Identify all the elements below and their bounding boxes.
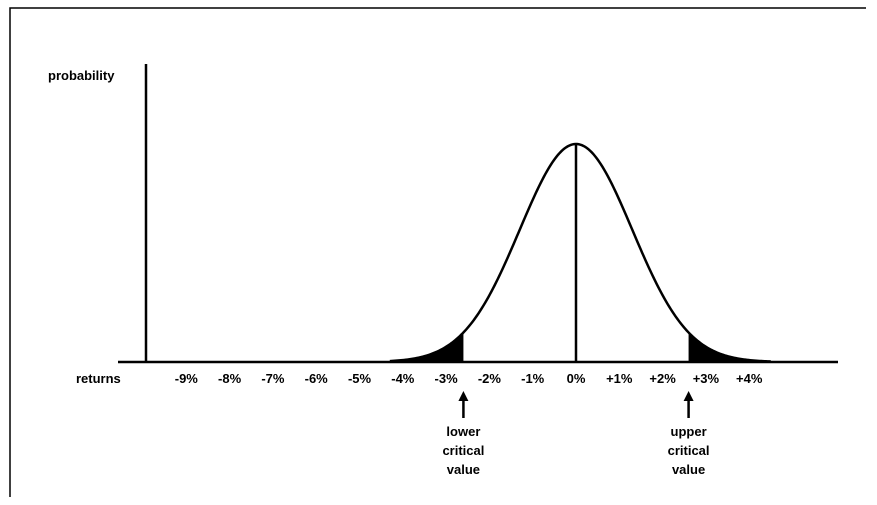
x-tick-label: -1% xyxy=(521,371,545,386)
x-axis-label: returns xyxy=(76,371,121,386)
up-arrow-icon xyxy=(683,391,694,401)
x-tick-label: -7% xyxy=(261,371,285,386)
upper-critical-value-annotation: upper critical value xyxy=(668,391,710,477)
x-tick-label: -2% xyxy=(478,371,502,386)
x-tick-label: +4% xyxy=(736,371,763,386)
x-tick-label: +3% xyxy=(693,371,720,386)
x-tick-labels: -9% -8% -7% -6% -5% -4% -3% -2% -1% 0% +1% +2% +3% +4… xyxy=(175,371,763,386)
x-tick-label: +1% xyxy=(606,371,633,386)
x-tick-label: +2% xyxy=(649,371,676,386)
annotation-text: critical xyxy=(668,443,710,458)
x-tick-label: -3% xyxy=(435,371,459,386)
shaded-tails xyxy=(402,332,750,362)
critical-value-annotations: lower critical value upper critical value xyxy=(442,391,710,477)
annotation-text: upper xyxy=(671,424,707,439)
lower-tail-region xyxy=(402,332,464,362)
up-arrow-icon xyxy=(458,391,469,401)
x-tick-label: -9% xyxy=(175,371,199,386)
y-axis-label: probability xyxy=(48,68,115,83)
lower-critical-value-annotation: lower critical value xyxy=(442,391,484,477)
x-tick-label: -6% xyxy=(305,371,329,386)
x-tick-label: 0% xyxy=(567,371,586,386)
annotation-text: critical xyxy=(442,443,484,458)
annotation-text: lower xyxy=(446,424,480,439)
x-tick-label: -4% xyxy=(391,371,415,386)
x-tick-label: -8% xyxy=(218,371,242,386)
annotation-text: value xyxy=(447,462,480,477)
upper-tail-region xyxy=(688,332,750,362)
figure-frame xyxy=(9,7,866,497)
x-tick-label: -5% xyxy=(348,371,372,386)
annotation-text: value xyxy=(672,462,705,477)
density-curve xyxy=(389,142,771,363)
